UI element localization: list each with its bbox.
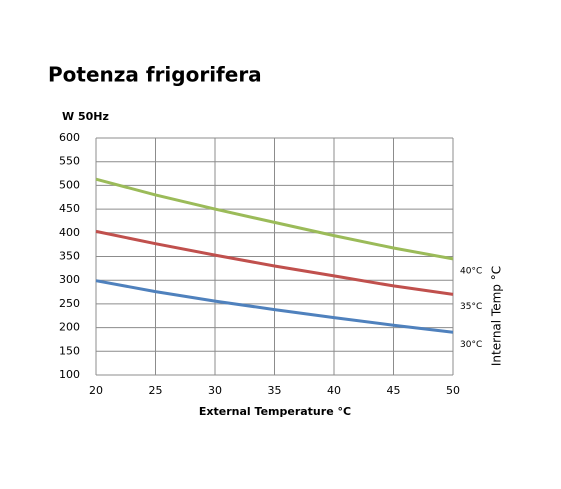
x-tick-label: 20: [89, 384, 103, 397]
legend-label: 40°C: [460, 266, 482, 276]
y-tick-label: 450: [59, 202, 80, 215]
x-tick-label: 30: [208, 384, 222, 397]
y-tick-label: 350: [59, 250, 80, 263]
y-tick-label: 250: [59, 297, 80, 310]
chart-title: Potenza frigorifera: [48, 63, 262, 87]
series-line: [95, 229, 454, 296]
y-tick-label: 150: [59, 344, 80, 357]
legend-label: 30°C: [460, 340, 482, 350]
x-tick-label: 50: [446, 384, 460, 397]
y-axis-label: W 50Hz: [62, 110, 109, 123]
y-tick-label: 200: [59, 321, 80, 334]
y-tick-label: 550: [59, 155, 80, 168]
legend-label: 35°C: [460, 302, 482, 312]
y-tick-label: 300: [59, 273, 80, 286]
y-tick-label: 100: [59, 368, 80, 381]
series-line: [95, 279, 454, 334]
x-tick-label: 35: [268, 384, 282, 397]
x-tick-label: 45: [387, 384, 401, 397]
x-tick-label: 25: [149, 384, 163, 397]
x-axis-label: External Temperature °C: [199, 405, 351, 418]
legend-title: Internal Temp °C: [490, 266, 504, 366]
x-tick-label: 40: [327, 384, 341, 397]
y-tick-label: 600: [59, 131, 80, 144]
series-line: [95, 177, 454, 261]
y-tick-label: 500: [59, 178, 80, 191]
y-tick-label: 400: [59, 226, 80, 239]
